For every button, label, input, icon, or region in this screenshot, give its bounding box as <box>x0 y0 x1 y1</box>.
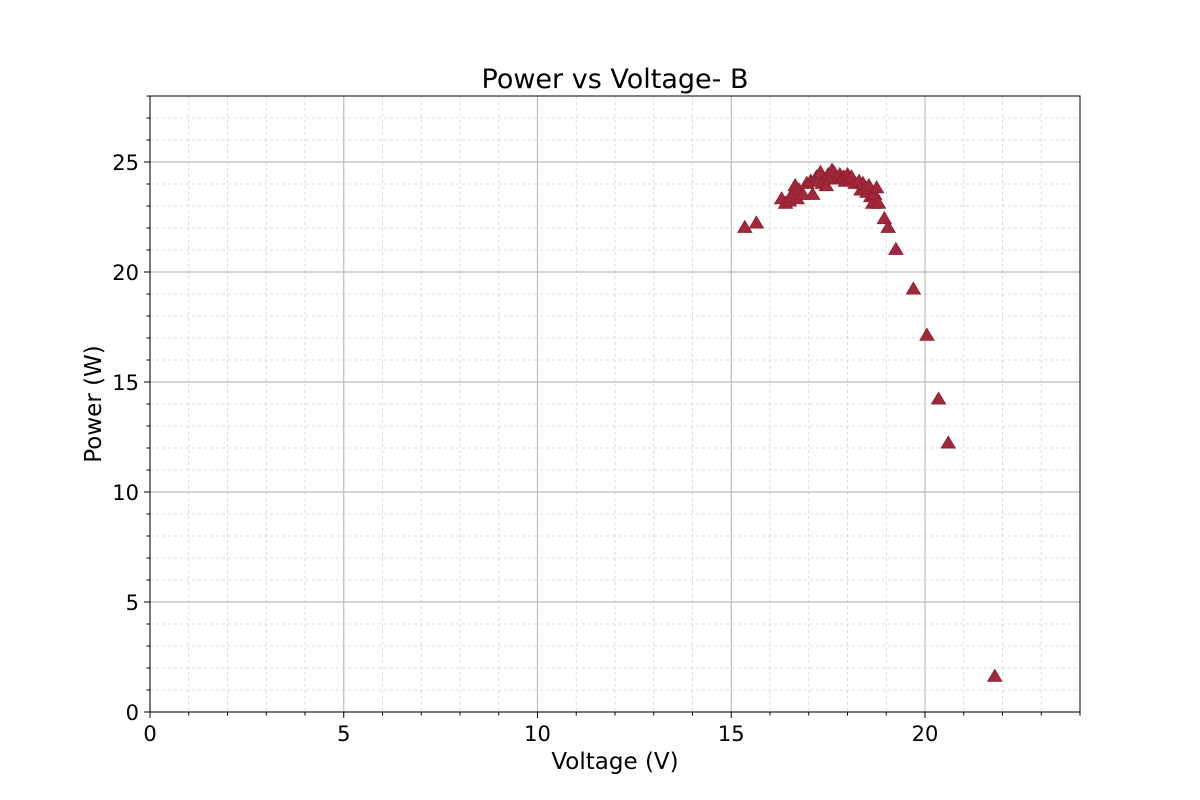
x-tick-label: 20 <box>912 722 939 746</box>
x-tick-labels: 0 5 10 15 20 <box>143 722 938 746</box>
data-point-marker <box>748 215 765 229</box>
y-tick-label: 10 <box>112 481 139 505</box>
data-point-marker <box>930 391 947 405</box>
x-axis-label: Voltage (V) <box>551 749 678 775</box>
data-point-marker <box>905 281 922 295</box>
data-point-marker <box>888 241 904 255</box>
x-tick-label: 10 <box>524 722 551 746</box>
x-tick-label: 5 <box>337 722 350 746</box>
data-point-marker <box>880 219 897 233</box>
y-tick-label: 25 <box>112 151 139 175</box>
data-point-marker <box>868 180 885 194</box>
y-tick-label: 15 <box>112 371 139 395</box>
data-points <box>736 162 1003 682</box>
data-point-marker <box>870 195 887 209</box>
y-tick-label: 5 <box>126 591 139 615</box>
axis-ticks <box>144 95 1081 718</box>
y-tick-label: 0 <box>126 701 139 725</box>
x-tick-label: 15 <box>718 722 745 746</box>
y-tick-label: 20 <box>112 261 139 285</box>
data-point-marker <box>795 186 811 200</box>
data-point-marker <box>818 177 835 192</box>
y-axis-label: Power (W) <box>81 345 107 463</box>
data-point-marker <box>804 186 821 200</box>
x-tick-label: 0 <box>143 722 156 746</box>
data-point-marker <box>919 327 935 341</box>
data-point-marker <box>940 435 957 449</box>
data-point-marker <box>986 668 1003 682</box>
data-point-marker <box>736 219 753 233</box>
y-tick-labels: 0 5 10 15 20 25 <box>112 151 139 725</box>
chart-title: Power vs Voltage- B <box>482 64 749 95</box>
